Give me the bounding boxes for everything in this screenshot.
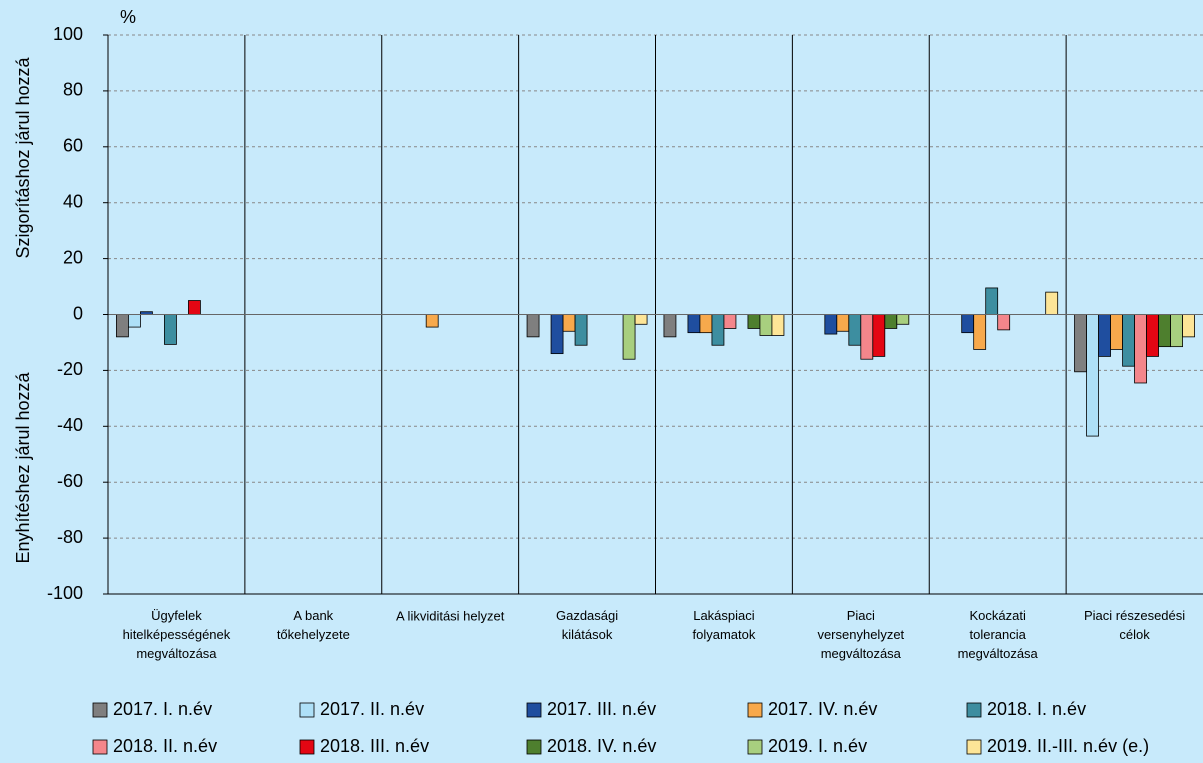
bar — [1045, 291, 1059, 315]
legend-label: 2018. III. n.év — [320, 736, 429, 756]
bar — [1134, 314, 1147, 384]
bar — [997, 314, 1011, 331]
y-tick-label: -60 — [57, 471, 83, 491]
bar — [848, 314, 862, 346]
bar — [1146, 314, 1159, 357]
legend-label: 2017. III. n.év — [547, 699, 656, 719]
bar — [747, 314, 761, 329]
x-tick-label: Kockázati tolerancia megváltozása — [958, 608, 1039, 661]
bar — [574, 314, 588, 346]
bar — [872, 314, 886, 357]
x-tick-label: A likviditási helyzet — [396, 608, 505, 623]
x-tick-label: Piaci részesedési célok — [1084, 608, 1185, 642]
legend-swatch — [747, 702, 763, 718]
bar — [860, 314, 874, 360]
legend-swatch — [966, 739, 982, 755]
bar — [425, 314, 439, 328]
y-tick-label: 20 — [63, 247, 83, 267]
legend-swatch — [92, 702, 108, 718]
bar — [550, 314, 564, 355]
legend-label: 2017. IV. n.év — [768, 699, 877, 719]
bar — [116, 314, 129, 338]
bar — [711, 314, 725, 346]
bar — [836, 314, 850, 332]
y-tick-label: 60 — [63, 136, 83, 156]
y-tick-label: -20 — [57, 359, 83, 379]
y-tick-label: -80 — [57, 527, 83, 547]
legend-swatch — [299, 702, 315, 718]
legend-label: 2017. I. n.év — [113, 699, 212, 719]
bar — [824, 314, 838, 335]
y-tick-label: 40 — [63, 191, 83, 211]
legend-label: 2019. II.-III. n.év (e.) — [987, 736, 1149, 756]
legend-label: 2019. I. n.év — [768, 736, 867, 756]
legend-swatch — [299, 739, 315, 755]
y-tick-label: 80 — [63, 80, 83, 100]
legend-label: 2018. I. n.év — [987, 699, 1086, 719]
y-tick-label: -40 — [57, 415, 83, 435]
bar — [759, 314, 773, 336]
bar — [973, 314, 987, 350]
bar — [1182, 314, 1195, 338]
bar — [985, 287, 999, 315]
y-axis-title: Szigorításhoz járul hozzá — [13, 56, 33, 258]
bar — [1110, 314, 1123, 350]
legend-swatch — [526, 739, 542, 755]
x-tick-label: A bank tőkehelyzete — [277, 608, 350, 642]
bar — [1122, 314, 1135, 367]
y-tick-label: 0 — [73, 303, 83, 323]
x-tick-label: Lakáspiaci folyamatok — [693, 608, 756, 642]
bar — [1074, 314, 1087, 373]
bar — [961, 314, 975, 334]
bar — [723, 314, 737, 329]
bar — [771, 314, 785, 336]
legend-label: 2018. IV. n.év — [547, 736, 656, 756]
y-tick-label: 100 — [53, 24, 83, 44]
bar — [128, 314, 141, 328]
bar — [1098, 314, 1111, 357]
bar — [562, 314, 576, 332]
legend-swatch — [966, 702, 982, 718]
bar — [622, 314, 636, 360]
y-tick-label: -100 — [47, 583, 83, 603]
y-axis-title: Enyhítéshez járul hozzá — [13, 371, 33, 563]
bar — [687, 314, 701, 334]
legend-swatch — [747, 739, 763, 755]
bar — [634, 314, 648, 325]
bar — [663, 314, 677, 338]
legend-swatch — [92, 739, 108, 755]
legend-label: 2017. II. n.év — [320, 699, 424, 719]
bar — [884, 314, 898, 329]
bar — [1158, 314, 1171, 348]
bar — [1170, 314, 1183, 348]
bar — [164, 314, 177, 345]
legend-swatch — [526, 702, 542, 718]
x-tick-label: Ügyfelek hitelképességének megváltozása — [123, 608, 231, 661]
x-tick-label: Piaci versenyhelyzet megváltozása — [817, 608, 904, 661]
bar — [526, 314, 540, 338]
bar — [896, 314, 910, 325]
legend-label: 2018. II. n.év — [113, 736, 217, 756]
unit-label: % — [120, 7, 136, 27]
bar — [188, 300, 201, 315]
bar — [699, 314, 713, 334]
bar — [1086, 314, 1099, 437]
x-tick-label: Gazdasági kilátások — [556, 608, 618, 642]
